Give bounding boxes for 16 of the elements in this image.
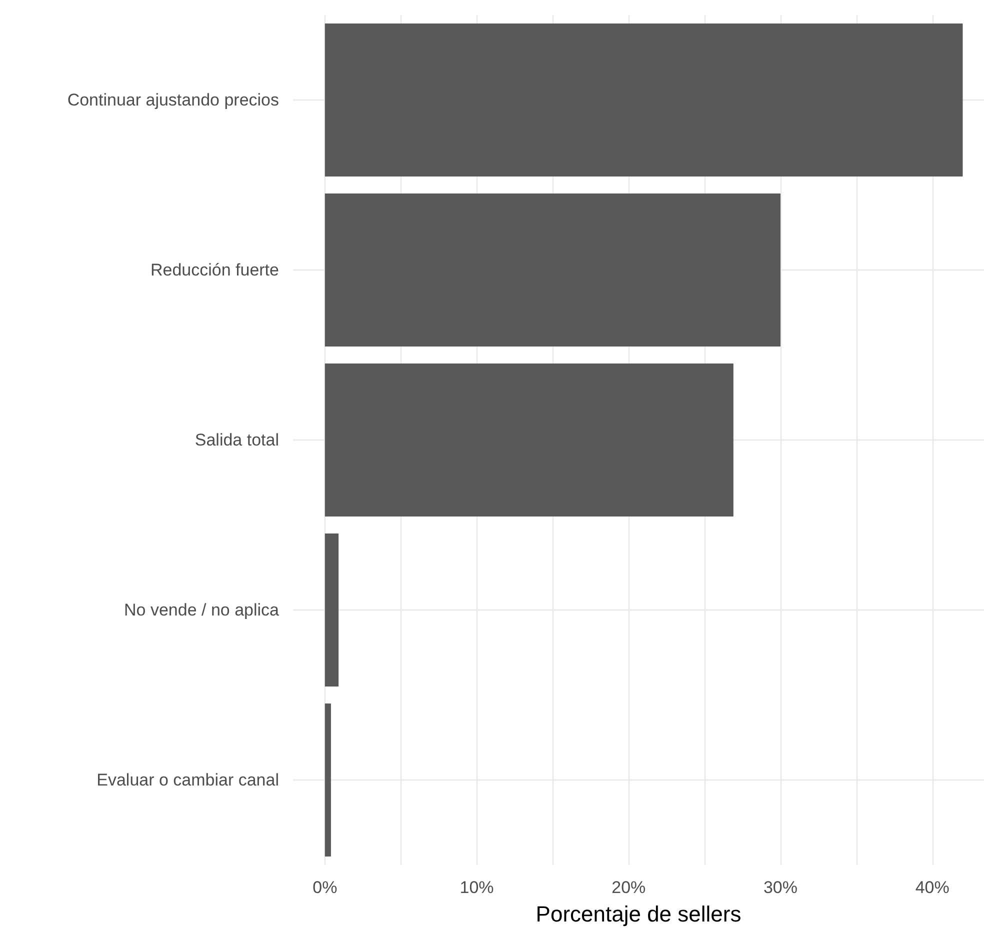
y-tick-label: No vende / no aplica: [124, 600, 280, 620]
bar: [324, 24, 963, 176]
bar: [324, 364, 734, 516]
bar: [324, 704, 331, 856]
x-tick-label: 40%: [915, 878, 950, 897]
y-tick-label: Reducción fuerte: [150, 260, 279, 280]
bar: [324, 194, 780, 346]
y-tick-label: Evaluar o cambiar canal: [96, 770, 279, 790]
bar: [324, 534, 339, 686]
x-tick-label: 20%: [612, 878, 646, 897]
y-tick-label: Salida total: [194, 430, 279, 450]
x-tick-label: 30%: [763, 878, 798, 897]
y-tick-label: Continuar ajustando precios: [67, 90, 279, 110]
x-tick-label: 0%: [312, 878, 338, 897]
x-tick-label: 10%: [460, 878, 494, 897]
x-axis-title: Porcentaje de sellers: [536, 902, 742, 926]
